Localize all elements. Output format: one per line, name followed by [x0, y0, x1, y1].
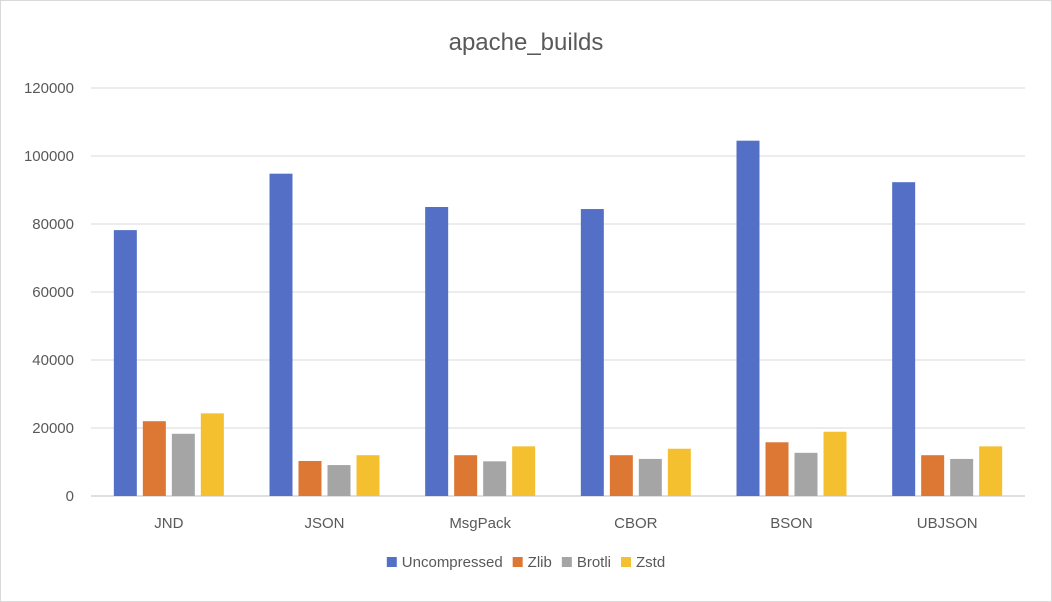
bar-zlib-bson: [765, 442, 789, 496]
bar-uncompressed-ubjson: [892, 182, 916, 496]
legend-swatch-zstd: [621, 557, 632, 567]
legend-label-zlib: Zlib: [528, 554, 552, 571]
bar-brotli-bson: [794, 452, 818, 496]
bar-brotli-ubjson: [950, 458, 974, 496]
legend-swatch-uncompressed: [386, 557, 397, 567]
bar-uncompressed-jnd: [113, 230, 137, 496]
bar-uncompressed-cbor: [580, 209, 604, 497]
x-tick-label: MsgPack: [449, 515, 511, 532]
bar-uncompressed-json: [269, 173, 293, 496]
y-axis-ticks: 0 20000 40000 60000 80000 100000 120000: [24, 80, 74, 505]
legend-label-zstd: Zstd: [636, 554, 665, 571]
x-axis-ticks: JND JSON MsgPack CBOR BSON UBJSON: [154, 515, 977, 532]
bar-zstd-ubjson: [979, 446, 1003, 496]
y-tick-label: 120000: [24, 80, 74, 97]
legend-swatch-zlib: [512, 557, 523, 567]
bar-zstd-cbor: [667, 448, 691, 496]
bar-uncompressed-bson: [736, 140, 760, 496]
chart-title: apache_builds: [449, 29, 604, 56]
x-tick-label: CBOR: [614, 515, 658, 532]
y-tick-label: 80000: [32, 216, 74, 233]
y-tick-label: 60000: [32, 284, 74, 301]
x-tick-label: UBJSON: [917, 515, 978, 532]
bar-brotli-cbor: [638, 458, 662, 496]
bar-zlib-msgpack: [454, 455, 478, 496]
bars: [113, 140, 1003, 497]
bar-zlib-json: [298, 460, 322, 496]
bar-brotli-json: [327, 465, 351, 496]
bar-zlib-cbor: [609, 455, 633, 496]
y-tick-label: 20000: [32, 420, 74, 437]
legend-label-uncompressed: Uncompressed: [402, 554, 503, 571]
bar-brotli-jnd: [171, 433, 195, 496]
legend-swatch-brotli: [561, 557, 572, 567]
bar-zstd-jnd: [200, 413, 224, 496]
x-tick-label: BSON: [770, 515, 813, 532]
y-tick-label: 100000: [24, 148, 74, 165]
x-tick-label: JND: [154, 515, 183, 532]
legend-label-brotli: Brotli: [577, 554, 611, 571]
bar-zstd-json: [356, 455, 380, 496]
x-tick-label: JSON: [304, 515, 344, 532]
y-tick-label: 0: [66, 488, 74, 505]
bar-uncompressed-msgpack: [425, 207, 449, 496]
bar-zlib-jnd: [142, 421, 166, 496]
grid-lines: [91, 87, 1025, 497]
bar-brotli-msgpack: [483, 461, 507, 496]
y-tick-label: 40000: [32, 352, 74, 369]
bar-zlib-ubjson: [921, 455, 945, 496]
bar-zstd-msgpack: [512, 446, 536, 496]
legend: Uncompressed Zlib Brotli Zstd: [386, 554, 665, 571]
bar-zstd-bson: [823, 431, 847, 496]
